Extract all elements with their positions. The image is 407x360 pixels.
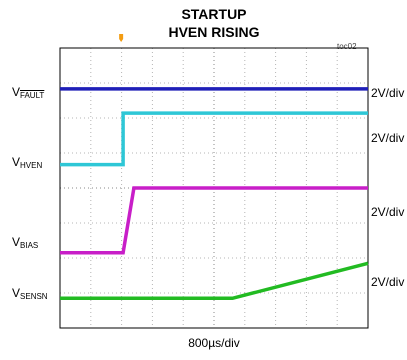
scale-label-fault: 2V/div — [371, 86, 405, 100]
trace-bias — [60, 186, 368, 255]
channel-label-main: V — [12, 286, 21, 300]
channel-label-main: V — [12, 155, 21, 169]
channel-label-hven: VHVEN — [12, 155, 42, 170]
scale-label-sensn: 2V/div — [371, 275, 405, 289]
channel-label-sensn: VSENSN — [12, 286, 48, 301]
figure-id: toc02 — [337, 42, 357, 51]
channel-label-sub: SENSN — [20, 292, 48, 301]
chart-title: STARTUP — [181, 6, 247, 22]
chart-subtitle: HVEN RISING — [168, 24, 260, 40]
channel-label-main: V — [12, 85, 21, 99]
traces — [60, 87, 369, 301]
x-axis-label: 800µs/div — [188, 336, 240, 350]
scale-label-hven: 2V/div — [371, 131, 405, 145]
trigger-marker — [119, 34, 124, 42]
trace-hven — [60, 111, 368, 167]
trace-sensn — [60, 261, 369, 301]
channel-label-main: V — [12, 235, 21, 249]
channel-label-sub: FAULT — [20, 91, 45, 100]
channel-label-sub: BIAS — [20, 241, 39, 250]
channel-label-fault: VFAULT — [12, 85, 44, 100]
scale-label-bias: 2V/div — [371, 205, 405, 219]
channel-label-sub: HVEN — [20, 161, 43, 170]
channel-label-bias: VBIAS — [12, 235, 38, 250]
